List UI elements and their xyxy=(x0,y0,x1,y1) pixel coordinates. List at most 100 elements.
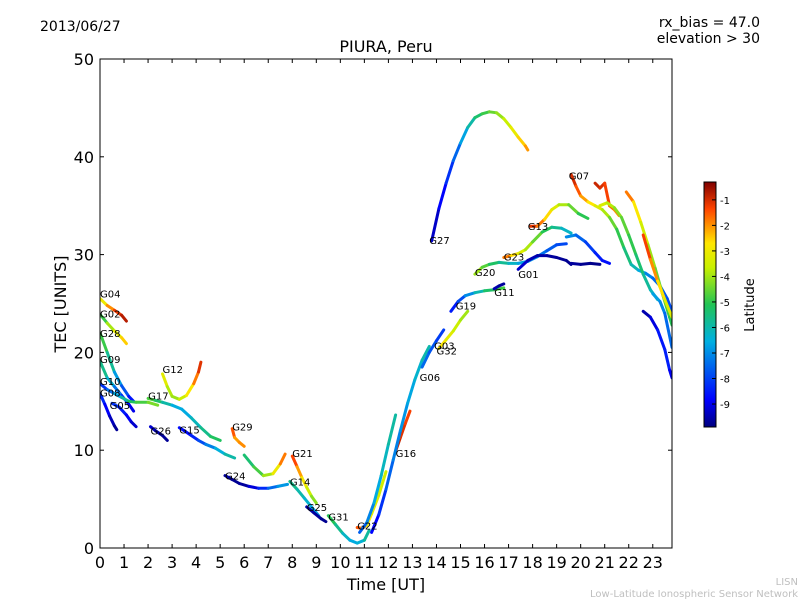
series-label-g29: G29 xyxy=(232,423,252,434)
series-segment xyxy=(459,309,470,322)
rx-bias-label: rx_bias = 47.0 xyxy=(659,15,760,31)
series-segment xyxy=(384,458,395,491)
x-tick-label: 9 xyxy=(311,553,321,572)
series-g13 xyxy=(528,203,590,228)
series-segment xyxy=(112,370,124,388)
series-segment xyxy=(180,407,193,420)
series-segment xyxy=(656,279,667,302)
series-segment xyxy=(362,528,371,542)
x-tick-label: 5 xyxy=(215,553,225,572)
series-segment xyxy=(223,452,237,460)
series-segment xyxy=(435,328,446,343)
x-tick-label: 20 xyxy=(570,553,590,572)
series-g06 xyxy=(370,345,431,534)
series-segment xyxy=(569,172,578,188)
series-segment xyxy=(444,159,455,185)
colorbar-tick-label: -9 xyxy=(720,400,730,411)
series-segment xyxy=(379,442,390,478)
colorbar-tick-label: -5 xyxy=(720,298,730,309)
series-label-g23: G23 xyxy=(504,253,524,264)
series-segment xyxy=(300,476,309,489)
series-segment xyxy=(398,422,407,439)
series-label-g13: G13 xyxy=(528,222,548,233)
series-segment xyxy=(213,446,227,456)
series-label-g27: G27 xyxy=(429,236,449,247)
series-segment xyxy=(413,358,424,382)
x-tick-label: 15 xyxy=(450,553,470,572)
series-segment xyxy=(584,240,597,255)
series-segment xyxy=(535,217,547,228)
series-segment xyxy=(639,220,650,247)
series-segment xyxy=(523,240,535,252)
series-segment xyxy=(120,384,131,398)
colorbar-tick-label: -4 xyxy=(720,272,730,283)
series-label-g14: G14 xyxy=(290,478,310,489)
series-segment xyxy=(632,200,643,224)
series-segment xyxy=(185,382,196,397)
series-segment xyxy=(197,360,203,374)
series-segment xyxy=(516,135,527,148)
series-segment xyxy=(502,117,513,129)
series-segment xyxy=(189,416,203,430)
series-segment xyxy=(615,227,626,250)
series-segment xyxy=(648,315,660,332)
x-ticks: 0 1 2 3 4 5 6 7 8 9 10 11 12 13 14 15 16 17 18 19 20 21 22 23 xyxy=(95,59,663,572)
series-segment xyxy=(288,480,299,491)
series-segment xyxy=(302,496,313,509)
series-label-g20: G20 xyxy=(475,268,495,279)
series-label-g25: G25 xyxy=(307,503,327,514)
series-label-g32: G32 xyxy=(437,346,457,357)
series-segment xyxy=(658,300,667,315)
series-label-g09: G09 xyxy=(100,355,120,366)
x-tick-label: 0 xyxy=(95,553,105,572)
series-segment xyxy=(204,442,217,450)
series-g25 xyxy=(305,505,328,524)
series-segment xyxy=(129,420,138,429)
series-track-33 xyxy=(564,233,611,265)
x-tick-label: 19 xyxy=(546,553,566,572)
series-segment xyxy=(237,482,251,488)
series-segment xyxy=(112,424,119,432)
series-g28 xyxy=(100,331,136,403)
series-label-g15: G15 xyxy=(179,426,199,437)
plot-frame xyxy=(99,58,673,549)
series-segment xyxy=(161,434,169,442)
series-segment xyxy=(624,190,635,204)
series-segment xyxy=(648,258,660,283)
series-segment xyxy=(305,485,313,498)
series-segment xyxy=(663,348,672,372)
series-label-g19: G19 xyxy=(456,302,476,313)
series-segment xyxy=(103,402,112,418)
series-segment xyxy=(252,465,265,478)
x-tick-label: 23 xyxy=(643,553,663,572)
series-g14 xyxy=(288,480,321,518)
series-segment xyxy=(420,345,431,362)
series-segment xyxy=(456,294,467,303)
series-segment xyxy=(545,243,559,253)
series-segment xyxy=(622,246,633,266)
series-segment xyxy=(567,203,580,215)
series-segment xyxy=(100,297,109,307)
series-segment xyxy=(663,298,672,319)
series-segment xyxy=(545,254,559,259)
series-segment xyxy=(192,370,200,386)
series-track-35 xyxy=(641,233,672,319)
series-track-39 xyxy=(358,413,398,534)
series-segment xyxy=(612,206,623,219)
colorbar xyxy=(703,181,717,428)
series-segment xyxy=(497,260,511,265)
x-tick-label: 22 xyxy=(619,553,639,572)
series-segment xyxy=(370,513,381,534)
series-segment xyxy=(105,321,116,333)
series-segment xyxy=(391,429,402,462)
x-axis-label: Time [UT] xyxy=(346,575,425,594)
series-segment xyxy=(564,233,578,239)
series-segment xyxy=(105,350,116,374)
series-segment xyxy=(165,385,174,398)
colorbar-tick-label: -8 xyxy=(720,375,730,386)
x-tick-label: 11 xyxy=(354,553,374,572)
series-segment xyxy=(100,312,109,325)
series-segment xyxy=(576,212,590,220)
footer-lisn: LISN xyxy=(776,577,798,588)
y-tick-label: 20 xyxy=(74,343,94,362)
